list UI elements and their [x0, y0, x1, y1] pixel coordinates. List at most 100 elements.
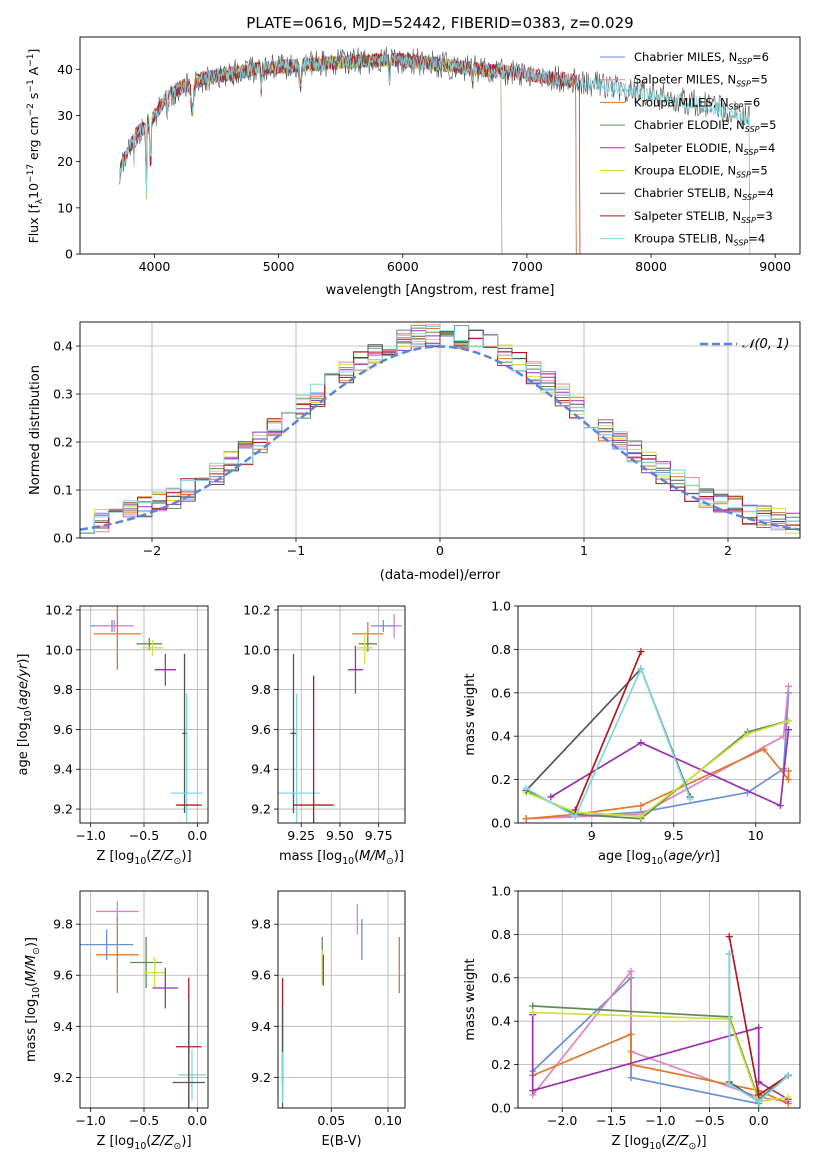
weight_vs_Z-axes: −2.0 −1.5 −1.0 −0.5 0.0 0.0 0.2 0.4 0.6 0.8 1.0 Z [… [463, 884, 801, 1152]
y-tick-label: 9.2 [251, 802, 271, 817]
spectrum-line [119, 53, 751, 254]
residual-legend: 𝒩(0, 1) [700, 337, 789, 352]
x-tick-label: 0.10 [374, 1113, 402, 1128]
age_vs_mass-axes: 9.25 9.50 9.75 9.2 9.4 9.6 9.8 10.0 10.2 mass [lo… [243, 602, 406, 867]
weight-marker [744, 730, 752, 738]
weight-line [574, 651, 642, 811]
weight-marker [627, 967, 635, 975]
spectrum-line [119, 46, 751, 254]
age_vs_Z-frame [79, 605, 209, 824]
y-tick-label: 1.0 [491, 599, 511, 614]
y-tick-label: 9.2 [53, 802, 73, 817]
legend-label: Chabrier MILES, NSSP=6 [634, 50, 769, 66]
y-tick-label: 30 [57, 108, 73, 123]
y-tick-label: 0.6 [491, 970, 511, 985]
legend-label: Kroupa ELODIE, NSSP=5 [634, 164, 768, 180]
weight-marker [785, 726, 793, 734]
weight-marker [725, 950, 733, 958]
y-tick-label: 0.0 [491, 1101, 511, 1116]
y-tick-label: 0.2 [491, 772, 511, 787]
weight-marker [627, 1074, 635, 1082]
x-axis-label: (data-model)/error [380, 568, 501, 583]
weight-marker [755, 1091, 763, 1099]
panels: 4000 5000 6000 7000 8000 9000010203040Chabrie… [16, 36, 801, 1152]
weight-line [525, 668, 691, 818]
weight-marker [637, 648, 645, 656]
weight_vs_age-frame [517, 605, 801, 824]
gaussian-curve [80, 345, 800, 531]
mass_vs_ebv-axes: 0.05 0.10 9.2 9.4 9.6 9.8 E(B-V) [251, 890, 406, 1149]
weight-line [525, 720, 789, 818]
mass_vs_Z-frame [79, 890, 209, 1109]
mass_vs_ebv-plot-area [281, 903, 400, 1108]
x-tick-label: 4000 [139, 259, 171, 274]
histogram-step [80, 326, 800, 534]
weight-marker [785, 776, 793, 784]
y-tick-label: 0.8 [491, 642, 511, 657]
age_vs_Z-plot-area [90, 606, 203, 823]
spectrum-line [119, 52, 581, 254]
weight-marker [725, 1080, 733, 1088]
y-tick-label: 9.8 [53, 917, 73, 932]
y-tick-label: 40 [57, 62, 73, 77]
x-tick-label: 6000 [387, 259, 419, 274]
legend-label: Kroupa MILES, NSSP=6 [634, 95, 760, 111]
weight-marker [522, 815, 530, 823]
weight-marker [637, 739, 645, 747]
y-tick-label: 9.8 [251, 682, 271, 697]
weight_vs_age-plot-area [522, 648, 793, 823]
weight-marker [784, 1071, 792, 1079]
weight-marker [571, 812, 579, 820]
x-tick-label: 0.05 [317, 1113, 345, 1128]
legend-label: Chabrier ELODIE, NSSP=5 [634, 118, 776, 134]
x-tick-label: 7000 [511, 259, 543, 274]
mass_vs_ebv-frame [277, 890, 406, 1109]
weight-marker [637, 665, 645, 673]
y-tick-label: 0.0 [491, 816, 511, 831]
y-tick-label: 9.6 [53, 968, 73, 983]
residuals-plot-area [80, 324, 800, 534]
x-axis-label: E(B-V) [321, 1134, 361, 1149]
age_vs_Z-axes: −1.0 −0.5 0.0 9.2 9.4 9.6 9.8 10.0 10.2 Z [log10​… [16, 602, 209, 867]
x-tick-label: 9.5 [664, 828, 684, 843]
y-tick-label: 9.6 [53, 722, 73, 737]
x-tick-label: 5000 [263, 259, 295, 274]
y-tick-label: 0.2 [53, 435, 73, 450]
x-tick-label: 9.25 [287, 828, 315, 843]
weight-marker [529, 1002, 537, 1010]
spectrum-frame [79, 36, 801, 255]
y-axis-label: mass [log10​(M/M⊙​)] [24, 937, 42, 1062]
y-tick-label: 1.0 [491, 884, 511, 899]
x-tick-label: −2 [143, 543, 161, 558]
y-tick-label: 9.8 [53, 682, 73, 697]
y-tick-label: 9.8 [251, 917, 271, 932]
spectrum-legend: Chabrier MILES, NSSP=6 Salpeter MILES, NS… [600, 50, 776, 248]
legend-label: Salpeter ELODIE, NSSP=4 [634, 141, 775, 157]
weight-marker [785, 767, 793, 775]
weight-line [728, 953, 789, 1103]
weight-marker [776, 802, 784, 810]
x-axis-label: Z [log10​(Z/Z⊙​)] [96, 1134, 191, 1152]
y-tick-label: 0.2 [491, 1057, 511, 1072]
y-axis-label: mass weight [463, 673, 478, 755]
y-tick-label: 10.0 [45, 642, 73, 657]
y-tick-label: 0 [65, 247, 73, 262]
x-tick-label: 9.75 [365, 828, 393, 843]
y-tick-label: 0.6 [491, 685, 511, 700]
residuals-axes: −2 −1 0 1 2 0.0 0.1 0.2 0.3 0.4 𝒩(0, 1) (data-model… [28, 321, 801, 583]
x-tick-label: 0 [436, 543, 444, 558]
spectrum-axes: 4000 5000 6000 7000 8000 9000 0 10 20 30 40 Chabrie… [26, 36, 801, 298]
legend-label: Salpeter STELIB, NSSP=3 [634, 209, 773, 225]
y-tick-label: 0.0 [53, 531, 73, 546]
age_vs_mass-plot-area [278, 613, 402, 823]
legend-label: 𝒩(0, 1) [742, 337, 789, 352]
y-tick-label: 9.4 [251, 1019, 271, 1034]
figure-title: PLATE=0616, MJD=52442, FIBERID=0383, z=0… [246, 14, 633, 32]
y-axis-label: Flux [fλ​10−17​ erg cm−2​ s−1​ A−1​] [26, 49, 45, 244]
weight-marker [725, 933, 733, 941]
y-tick-label: 9.6 [251, 722, 271, 737]
y-tick-label: 10.2 [243, 602, 271, 617]
y-axis-label: Normed distribution [28, 365, 43, 495]
weight-line [532, 1011, 789, 1103]
x-tick-label: −1.0 [75, 828, 105, 843]
